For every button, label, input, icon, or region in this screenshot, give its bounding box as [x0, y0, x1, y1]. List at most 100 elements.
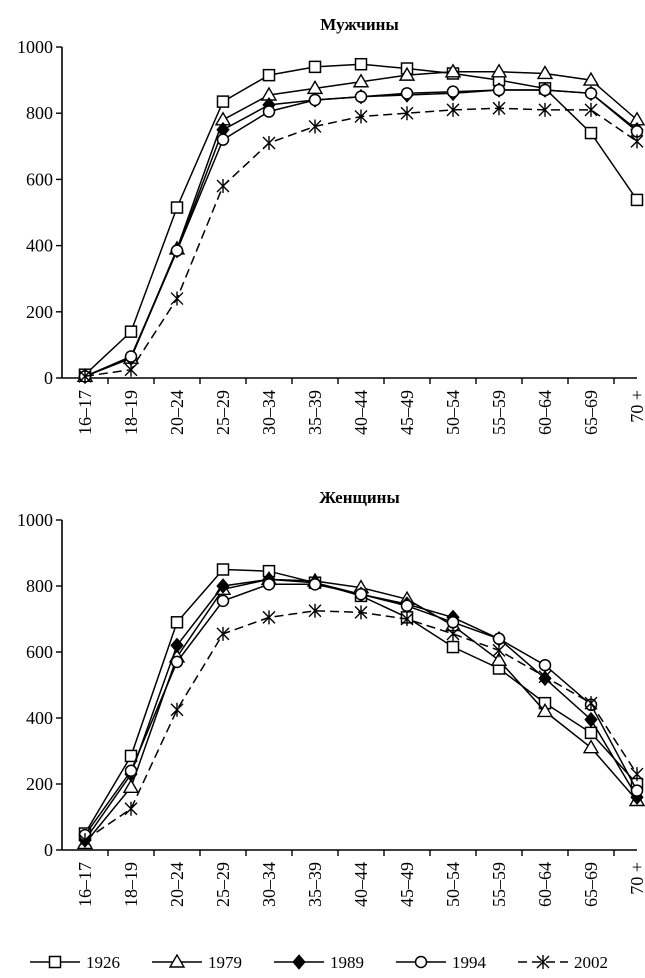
- data-point: [354, 109, 368, 124]
- data-point: [490, 651, 508, 666]
- data-point: [122, 778, 140, 793]
- legend-item-1979: 1979: [152, 953, 242, 972]
- x-tick-label: 35–39: [305, 862, 325, 907]
- data-point: [262, 610, 276, 625]
- x-tick-label: 45–49: [397, 390, 417, 435]
- data-point: [124, 801, 138, 816]
- data-point: [492, 83, 506, 97]
- data-point: [490, 63, 508, 78]
- x-tick-label: 70 +: [627, 390, 645, 423]
- data-point: [170, 244, 184, 257]
- legend-label: 2002: [574, 953, 608, 972]
- data-point: [124, 325, 138, 338]
- data-point: [446, 102, 460, 117]
- data-point: [584, 126, 598, 140]
- data-point: [216, 578, 230, 594]
- data-point: [308, 578, 322, 591]
- y-tick-label: 1000: [17, 510, 53, 530]
- data-point: [398, 66, 416, 81]
- data-point: [584, 696, 598, 711]
- data-point: [262, 135, 276, 150]
- data-point: [400, 106, 414, 121]
- data-point: [446, 640, 460, 654]
- x-tick-label: 20–24: [167, 862, 187, 907]
- data-point: [216, 179, 230, 194]
- data-point: [582, 739, 600, 754]
- data-point: [354, 90, 368, 103]
- data-point: [536, 703, 554, 718]
- data-point: [78, 369, 92, 384]
- data-point: [400, 87, 414, 100]
- series-2002: [78, 603, 644, 848]
- series-1994: [78, 83, 644, 383]
- x-tick-label: 55–59: [489, 390, 509, 435]
- x-tick-label: 65–69: [581, 862, 601, 907]
- x-tick-label: 30–34: [259, 862, 279, 907]
- x-tick-label: 45–49: [397, 862, 417, 907]
- legend-label: 1979: [208, 953, 242, 972]
- data-point: [124, 764, 138, 778]
- data-point: [308, 119, 322, 134]
- data-point: [446, 626, 460, 641]
- data-point: [354, 588, 368, 601]
- x-tick-label: 65–69: [581, 390, 601, 435]
- data-point: [446, 85, 460, 98]
- y-tick-label: 600: [26, 642, 53, 662]
- data-point: [538, 658, 552, 672]
- data-point: [354, 605, 368, 620]
- series-line: [84, 107, 638, 378]
- chart-women: Женщины 0 200 400 600 800 1000 16–17 18–19 20–24 2…: [17, 488, 645, 907]
- x-tick-label: 50–54: [443, 862, 463, 907]
- data-point: [538, 83, 552, 97]
- data-point: [492, 632, 506, 646]
- data-point: [308, 603, 322, 618]
- x-tick-label: 40–44: [351, 390, 371, 435]
- data-point: [124, 350, 138, 363]
- data-point: [216, 133, 230, 146]
- data-point: [170, 291, 184, 306]
- legend-item-2002: 2002: [518, 953, 608, 972]
- data-point: [170, 616, 184, 629]
- x-tick-label: 16–17: [75, 862, 95, 907]
- data-point: [630, 784, 644, 797]
- data-point: [78, 833, 92, 848]
- series-1926: [78, 563, 644, 840]
- data-point: [584, 87, 598, 100]
- data-point: [584, 711, 598, 728]
- data-point: [262, 105, 276, 118]
- y-tick-label: 1000: [17, 37, 53, 57]
- x-tick-label: 55–59: [489, 862, 509, 907]
- data-point: [262, 578, 276, 591]
- data-point: [216, 95, 230, 108]
- x-tick-label: 20–24: [167, 390, 187, 435]
- data-point: [170, 637, 184, 654]
- data-point: [400, 599, 414, 613]
- data-point: [584, 726, 598, 740]
- y-tick-label: 0: [44, 368, 53, 388]
- legend-item-1989: 1989: [274, 953, 364, 972]
- y-tick-label: 200: [26, 774, 53, 794]
- legend-marker: [168, 953, 186, 968]
- x-tick-label: 35–39: [305, 390, 325, 435]
- y-tick-label: 0: [44, 840, 53, 860]
- legend-marker: [536, 955, 550, 969]
- data-point: [492, 643, 506, 658]
- series-line: [84, 610, 638, 841]
- series-1989: [78, 82, 644, 385]
- x-tick-label: 25–29: [213, 862, 233, 907]
- series-2002: [78, 101, 644, 384]
- data-point: [538, 669, 552, 684]
- x-tick-label: 16–17: [75, 390, 95, 435]
- data-point: [400, 612, 414, 626]
- data-point: [216, 563, 230, 576]
- data-point: [170, 702, 184, 717]
- legend: 1926 1979 1989 1994 2002: [30, 953, 608, 972]
- y-tick-label: 600: [26, 169, 53, 189]
- data-point: [308, 93, 322, 107]
- legend-item-1926: 1926: [30, 953, 120, 972]
- legend-item-1994: 1994: [396, 953, 487, 972]
- x-tick-label: 40–44: [351, 862, 371, 907]
- data-point: [124, 362, 138, 377]
- y-tick-label: 800: [26, 103, 53, 123]
